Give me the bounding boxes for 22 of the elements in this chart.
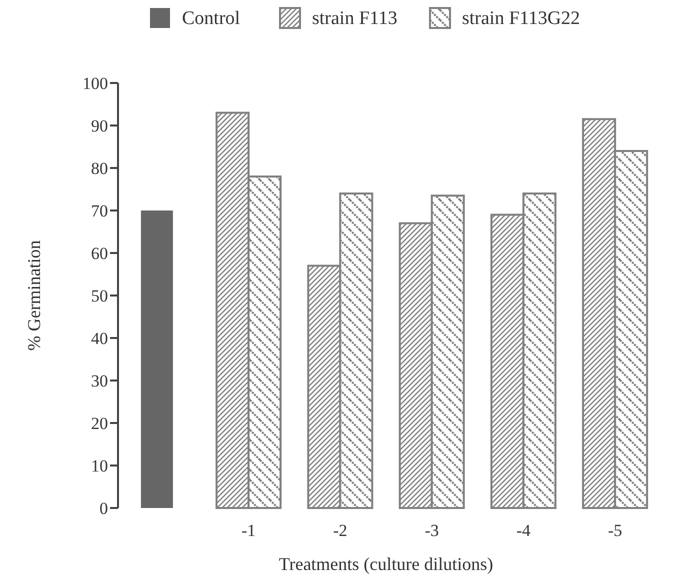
y-tick-label: 70 bbox=[91, 201, 108, 220]
y-tick-label: 100 bbox=[82, 74, 108, 93]
y-axis-title: % Germination bbox=[24, 240, 44, 351]
x-tick-label: -3 bbox=[424, 521, 439, 540]
legend-label: strain F113 bbox=[312, 8, 398, 29]
y-tick-label: 50 bbox=[91, 286, 108, 306]
x-axis-title: Treatments (culture dilutions) bbox=[278, 554, 494, 574]
y-tick-label: 10 bbox=[91, 456, 108, 476]
y-tick-label: 60 bbox=[91, 244, 108, 263]
y-tick-label: 90 bbox=[91, 116, 108, 136]
x-tick-label: -4 bbox=[516, 521, 532, 540]
y-tick-label: 20 bbox=[91, 414, 108, 433]
y-tick-label: 40 bbox=[91, 328, 108, 348]
y-tick-label: 80 bbox=[91, 158, 108, 178]
x-tick-label: -2 bbox=[333, 521, 348, 540]
bar bbox=[140, 210, 173, 508]
legend-label: strain F113G22 bbox=[462, 8, 580, 29]
x-tick-label: -1 bbox=[241, 521, 256, 540]
y-tick-label: 30 bbox=[91, 371, 108, 390]
x-tick-label: -5 bbox=[608, 521, 622, 540]
y-tick-label: 0 bbox=[100, 498, 108, 518]
legend-label: Control bbox=[182, 8, 240, 29]
